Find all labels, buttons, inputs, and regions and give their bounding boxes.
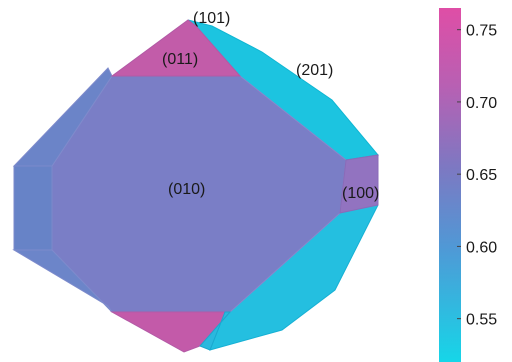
facet-011-surface	[110, 19, 242, 77]
facet-100-surface	[339, 154, 379, 214]
facet-left-side	[13, 165, 53, 251]
colorbar-tick-label: 0.60	[466, 239, 497, 256]
facet-bottom-cyan	[199, 311, 232, 351]
label-facet-010: (010)	[168, 181, 205, 198]
label-facet-201: (201)	[296, 62, 333, 79]
colorbar-tick-label: 0.65	[466, 167, 497, 184]
label-facet-101: (101)	[193, 10, 230, 27]
colorbar: 0.75 0.70 0.65 0.60 0.55	[439, 8, 497, 362]
colorbar-ticks: 0.75 0.70 0.65 0.60 0.55	[457, 23, 497, 329]
label-facet-100: (100)	[342, 185, 379, 202]
label-facet-011: (011)	[162, 51, 198, 68]
colorbar-tick-label: 0.75	[466, 23, 497, 40]
colorbar-tick-label: 0.55	[466, 312, 497, 329]
colorbar-gradient	[439, 8, 461, 362]
colorbar-tick-label: 0.70	[466, 95, 497, 112]
crystal-shape	[12, 19, 379, 353]
